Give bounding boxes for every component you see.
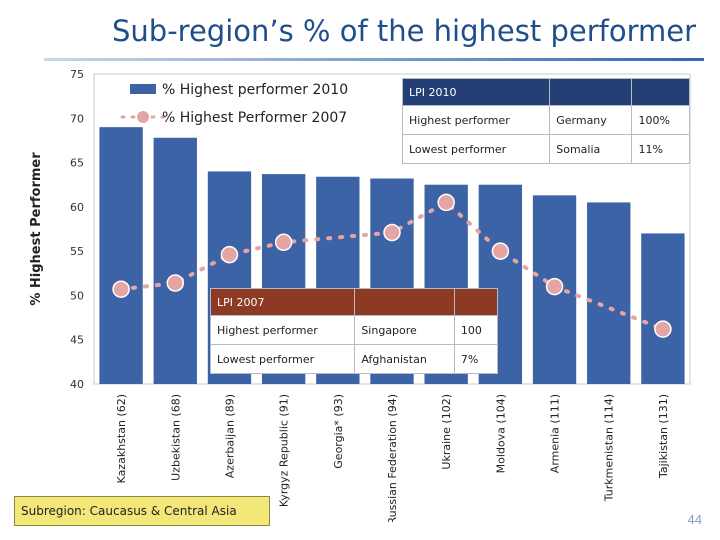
x-tick-label: Kyrgyz Republic (91) (278, 394, 291, 507)
table-cell (549, 78, 633, 106)
table-cell (453, 288, 499, 316)
y-tick-label: 75 (70, 68, 84, 81)
table-cell: Highest performer (209, 315, 356, 345)
table-cell: LPI 2007 (209, 288, 356, 316)
table-cell: Highest performer (401, 105, 551, 135)
y-axis-label: % Highest Performer (29, 152, 44, 306)
table-cell: Lowest performer (209, 344, 356, 374)
y-tick-label: 40 (70, 378, 84, 391)
marker-series-2007 (112, 193, 672, 338)
table-cell: Somalia (549, 134, 633, 164)
table-row: Lowest performer Somalia 11% (401, 134, 690, 164)
x-tick-label: Tajikistan (131) (657, 394, 670, 479)
marker-2007 (220, 245, 239, 264)
y-tick-label: 55 (70, 245, 84, 258)
page-number: 44 (687, 512, 702, 527)
marker-2007 (166, 274, 185, 292)
table-cell: 100 (453, 315, 499, 345)
x-tick-label: Georgia* (93) (332, 394, 345, 469)
table-header-row: LPI 2007 (209, 288, 499, 316)
table-cell (631, 78, 690, 106)
slide-title: Sub-region’s % of the highest performer (112, 14, 696, 48)
table-cell: 7% (453, 344, 499, 374)
marker-2007 (274, 233, 293, 252)
table-row: Highest performer Singapore 100 (209, 315, 499, 345)
table-cell: 11% (631, 134, 690, 164)
bar-2010 (153, 137, 197, 384)
table-cell: 100% (631, 105, 690, 135)
y-tick-label: 70 (70, 112, 84, 125)
table-cell: LPI 2010 (401, 78, 551, 106)
marker-2007 (545, 277, 564, 296)
legend-label-2007: % Highest Performer 2007 (162, 110, 347, 126)
table-cell: Singapore (354, 315, 455, 345)
marker-2007 (383, 223, 401, 242)
legend-label-2010: % Highest performer 2010 (162, 82, 348, 98)
bar-2010 (587, 202, 631, 384)
x-tick-label: Kazakhstan (62) (115, 394, 128, 483)
x-tick-label: Turkmenistan (114) (603, 394, 616, 502)
table-header-row: LPI 2010 (401, 78, 690, 106)
title-underline (44, 58, 704, 61)
x-tick-label: Russian Federation (94) (386, 394, 399, 522)
y-tick-label: 50 (70, 289, 84, 302)
y-tick-label: 60 (70, 201, 84, 214)
marker-2007 (491, 242, 510, 260)
marker-2007 (112, 280, 130, 298)
table-cell: Lowest performer (401, 134, 551, 164)
x-tick-label: Armenia (111) (549, 394, 562, 473)
bar-2010 (99, 127, 143, 385)
legend-dot-swatch (137, 111, 149, 123)
y-tick-label: 65 (70, 157, 84, 170)
legend-bar-swatch (130, 84, 156, 94)
lpi2010-table: LPI 2010 Highest performer Germany 100% … (401, 78, 690, 164)
y-axis-ticks: 40 45 50 55 60 65 70 75 (70, 68, 84, 391)
marker-2007 (437, 193, 455, 212)
table-cell: Afghanistan (354, 344, 455, 374)
x-tick-label: Uzbekistan (68) (169, 394, 182, 481)
subregion-label-box: Subregion: Caucasus & Central Asia (14, 496, 270, 526)
chart-legend: % Highest performer 2010 % Highest Perfo… (120, 82, 348, 126)
marker-2007 (654, 320, 672, 338)
table-cell (354, 288, 455, 316)
table-row: Highest performer Germany 100% (401, 105, 690, 135)
x-tick-label: Moldova (104) (494, 394, 507, 473)
x-tick-label: Ukraine (102) (440, 394, 453, 470)
table-row: Lowest performer Afghanistan 7% (209, 344, 499, 374)
lpi2007-table: LPI 2007 Highest performer Singapore 100… (209, 288, 499, 374)
line-series-2007 (119, 199, 665, 332)
y-tick-label: 45 (70, 334, 84, 347)
bar-2010 (641, 233, 685, 384)
table-cell: Germany (549, 105, 633, 135)
x-axis-category-labels: Kazakhstan (62) Uzbekistan (68) Azerbaijan… (115, 394, 670, 522)
x-tick-label: Azerbaijan (89) (223, 394, 236, 478)
